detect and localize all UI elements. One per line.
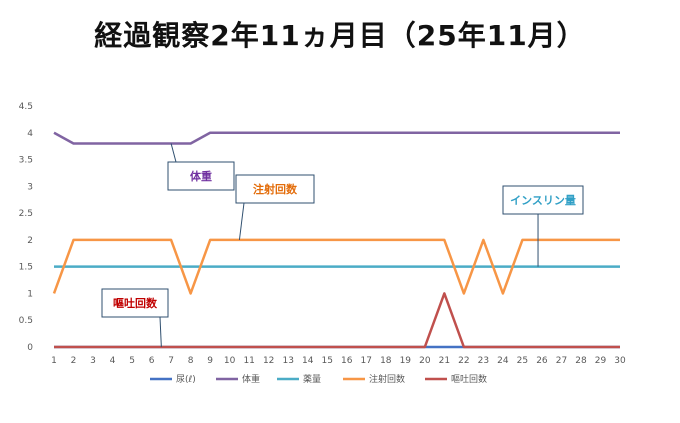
legend-item: 薬量 (277, 373, 321, 385)
callout-box (167, 161, 235, 191)
x-tick-label: 1 (51, 356, 57, 366)
x-tick-label: 21 (439, 356, 450, 366)
x-tick-label: 25 (517, 356, 528, 366)
x-tick-label: 5 (129, 356, 135, 366)
x-tick-label: 13 (282, 356, 293, 366)
callout-label: 嘔吐回数 (113, 296, 158, 310)
x-tick-label: 22 (458, 356, 469, 366)
y-tick-label: 4.5 (19, 102, 33, 112)
y-tick-label: 1.5 (19, 263, 33, 273)
x-tick-label: 10 (224, 356, 236, 366)
x-tick-label: 27 (556, 356, 567, 366)
x-tick-label: 20 (419, 356, 431, 366)
x-tick-label: 2 (71, 356, 77, 366)
callout: 体重 (167, 143, 235, 191)
x-tick-label: 14 (302, 356, 314, 366)
series-line (54, 292, 620, 349)
callout: 注射回数 (235, 174, 315, 240)
callout-box (502, 185, 584, 215)
page-title: 経過観察2年11ヵ月目（25年11月） (94, 19, 586, 52)
x-tick-label: 8 (188, 356, 194, 366)
legend-label: 体重 (242, 373, 260, 385)
x-tick-label: 23 (478, 356, 489, 366)
x-tick-label: 19 (400, 356, 412, 366)
series-line (52, 238, 620, 295)
legend-label: 嘔吐回数 (451, 373, 487, 385)
x-tick-label: 4 (110, 356, 116, 366)
callout-label: 注射回数 (253, 182, 298, 196)
y-axis: 0 0.5 1 1.5 2 2.5 3 3.5 4 4.5 (19, 102, 34, 353)
legend-item: 注射回数 (343, 373, 405, 385)
x-tick-label: 26 (536, 356, 548, 366)
y-tick-label: 0.5 (19, 316, 33, 326)
callout-label: インスリン量 (510, 194, 576, 207)
x-axis: 1 2 3 4 5 6 7 8 9 10 11 12 13 14 15 16 17 18 19 20 21 22 23 24 2… (51, 346, 626, 366)
legend-label: 薬量 (303, 373, 321, 385)
y-tick-label: 2.5 (19, 209, 33, 219)
x-tick-label: 29 (595, 356, 607, 366)
callout: インスリン量 (502, 185, 584, 267)
legend-item: 嘔吐回数 (425, 373, 487, 385)
callout-pointer (238, 202, 245, 240)
series-layer (52, 131, 620, 349)
y-tick-label: 3 (27, 182, 33, 192)
legend-item: 尿(ℓ) (150, 374, 196, 385)
x-tick-label: 11 (243, 356, 254, 366)
x-tick-label: 18 (380, 356, 392, 366)
legend-label: 尿(ℓ) (176, 374, 196, 385)
callout-box (101, 288, 169, 318)
legend-label: 注射回数 (369, 373, 405, 385)
x-tick-label: 7 (168, 356, 174, 366)
callout: 嘔吐回数 (101, 288, 169, 348)
x-tick-label: 17 (361, 356, 372, 366)
x-tick-label: 28 (575, 356, 587, 366)
x-tick-label: 12 (263, 356, 274, 366)
y-tick-label: 1 (27, 289, 33, 299)
x-tick-label: 15 (322, 356, 333, 366)
legend-item: 体重 (216, 373, 260, 385)
x-tick-label: 9 (207, 356, 213, 366)
y-tick-label: 0 (27, 343, 33, 353)
y-tick-label: 3.5 (19, 156, 33, 166)
x-tick-label: 6 (149, 356, 155, 366)
x-tick-label: 30 (614, 356, 626, 366)
callout-box (235, 174, 315, 204)
x-tick-label: 16 (341, 356, 353, 366)
series-line (53, 131, 620, 145)
y-tick-label: 2 (27, 236, 33, 246)
legend: 尿(ℓ) 体重 薬量 注射回数 嘔吐回数 (150, 373, 487, 385)
y-tick-label: 4 (27, 129, 33, 139)
x-tick-label: 3 (90, 356, 96, 366)
x-tick-label: 24 (497, 356, 509, 366)
callout-pointer (159, 316, 162, 348)
callout-pointer (170, 143, 177, 163)
callout-label: 体重 (190, 169, 212, 183)
